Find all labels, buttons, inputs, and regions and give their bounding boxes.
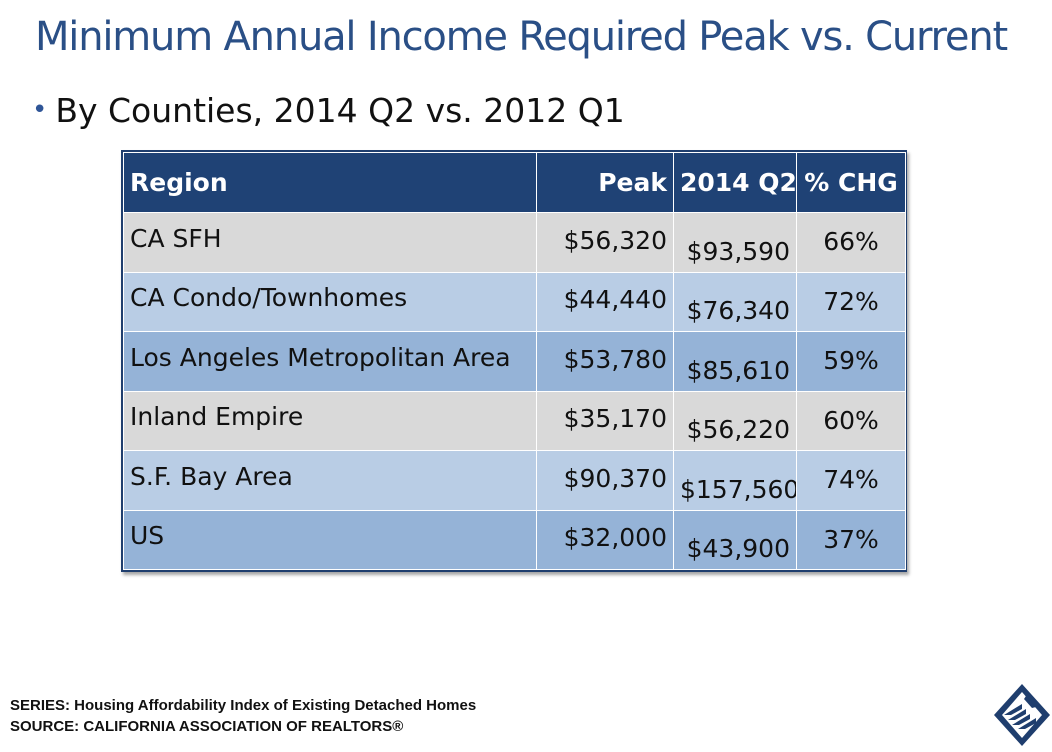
cell-pct-chg: 60% [796,390,906,451]
source-note: SOURCE: CALIFORNIA ASSOCIATION OF REALTO… [10,718,404,735]
footer-notes: SERIES: Housing Affordability Index of E… [10,695,476,737]
table-row: S.F. Bay Area $90,370 $157,560 74% [123,450,906,511]
cell-region: CA Condo/Townhomes [123,271,537,332]
cell-region: S.F. Bay Area [123,450,537,511]
cell-peak: $53,780 [536,331,674,392]
cell-peak: $90,370 [536,450,674,511]
cell-region: Inland Empire [123,390,537,451]
cell-pct-chg: 37% [796,509,906,570]
bullet-point: • By Counties, 2014 Q2 vs. 2012 Q1 [32,91,625,130]
cell-pct-chg: 66% [796,212,906,273]
income-table: Region Peak 2014 Q2 % CHG CA SFH $56,320… [121,150,907,572]
cell-peak: $56,320 [536,212,674,273]
cell-peak: $32,000 [536,509,674,570]
header-2014-q2: 2014 Q2 [673,152,797,213]
cell-2014-q2: $85,610 [673,331,797,392]
cell-pct-chg: 72% [796,271,906,332]
table-row: Inland Empire $35,170 $56,220 60% [123,390,906,451]
header-region: Region [123,152,537,213]
series-note: SERIES: Housing Affordability Index of E… [10,697,477,714]
cell-region: Los Angeles Metropolitan Area [123,331,537,392]
cell-pct-chg: 59% [796,331,906,392]
cell-region: CA SFH [123,212,537,273]
cell-2014-q2: $157,560 [673,450,797,511]
income-table-grid: Region Peak 2014 Q2 % CHG CA SFH $56,320… [123,152,906,570]
slide-title: Minimum Annual Income Required Peak vs. … [35,14,1008,60]
car-logo-icon [994,684,1050,746]
cell-pct-chg: 74% [796,450,906,511]
bullet-text: By Counties, 2014 Q2 vs. 2012 Q1 [55,91,625,130]
bullet-icon: • [32,95,48,125]
header-peak: Peak [536,152,674,213]
table-row: Los Angeles Metropolitan Area $53,780 $8… [123,331,906,392]
table-row: CA SFH $56,320 $93,590 66% [123,212,906,273]
cell-2014-q2: $43,900 [673,509,797,570]
cell-2014-q2: $56,220 [673,390,797,451]
cell-region: US [123,509,537,570]
cell-2014-q2: $76,340 [673,271,797,332]
table-row: US $32,000 $43,900 37% [123,509,906,570]
table-row: CA Condo/Townhomes $44,440 $76,340 72% [123,271,906,332]
cell-peak: $35,170 [536,390,674,451]
table-header-row: Region Peak 2014 Q2 % CHG [123,152,906,213]
header-pct-chg: % CHG [796,152,906,213]
cell-peak: $44,440 [536,271,674,332]
cell-2014-q2: $93,590 [673,212,797,273]
